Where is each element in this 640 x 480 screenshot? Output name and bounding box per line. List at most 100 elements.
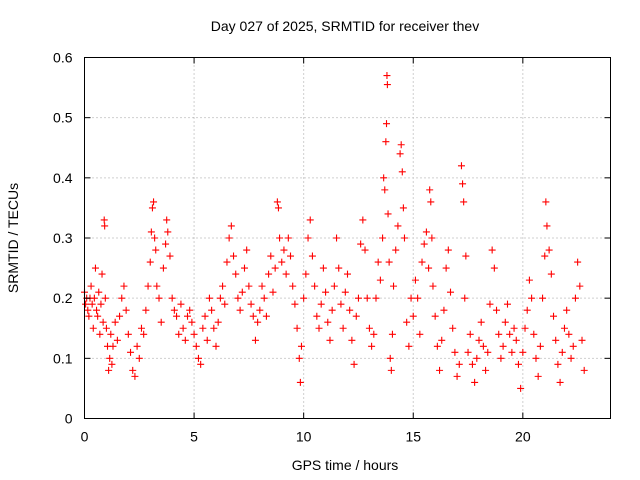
data-point <box>576 282 584 290</box>
data-point <box>346 306 354 314</box>
data-point <box>238 288 246 296</box>
data-point <box>563 306 571 314</box>
x-tick-label: 20 <box>515 429 531 445</box>
data-point <box>99 318 107 326</box>
data-point <box>192 342 200 350</box>
data-point <box>578 336 586 344</box>
data-point <box>84 306 92 314</box>
data-point <box>399 204 407 212</box>
data-point <box>319 264 327 272</box>
data-point <box>486 300 494 308</box>
data-point <box>142 306 150 314</box>
data-point <box>210 324 218 332</box>
data-point <box>464 348 472 356</box>
data-point <box>135 354 143 362</box>
data-point <box>436 366 444 374</box>
data-point <box>236 306 244 314</box>
axis-ticks <box>84 57 611 419</box>
chart-title: Day 027 of 2025, SRMTID for receiver the… <box>211 18 479 34</box>
data-point <box>341 288 349 296</box>
data-point <box>163 216 171 224</box>
data-point <box>565 330 573 338</box>
grid-lines <box>84 57 611 419</box>
data-point <box>381 186 389 194</box>
data-point <box>296 378 304 386</box>
data-point <box>560 324 568 332</box>
data-point <box>547 270 555 278</box>
data-point <box>462 252 470 260</box>
data-point <box>175 330 183 338</box>
data-point <box>85 312 93 320</box>
y-tick-label: 0.5 <box>53 110 73 126</box>
data-point <box>370 330 378 338</box>
data-point <box>197 360 205 368</box>
data-point <box>427 198 435 206</box>
data-point <box>361 246 369 254</box>
data-point <box>499 342 507 350</box>
data-point <box>335 264 343 272</box>
data-point <box>350 360 358 368</box>
data-point <box>455 360 463 368</box>
data-point <box>501 318 509 326</box>
data-point <box>240 264 248 272</box>
data-point <box>108 360 116 368</box>
data-point <box>153 282 161 290</box>
data-point <box>97 300 105 308</box>
y-tick-label: 0.6 <box>53 50 73 66</box>
data-point <box>251 336 259 344</box>
data-point <box>567 354 575 362</box>
data-point <box>205 294 213 302</box>
data-point <box>157 318 165 326</box>
data-point <box>313 312 321 320</box>
data-point <box>262 312 270 320</box>
data-point <box>127 348 135 356</box>
data-point <box>159 264 167 272</box>
data-point <box>519 348 527 356</box>
data-point <box>116 312 124 320</box>
data-point <box>146 258 154 266</box>
data-point <box>503 300 511 308</box>
data-point <box>530 330 538 338</box>
data-point <box>155 294 163 302</box>
data-point <box>311 282 319 290</box>
data-point <box>372 294 380 302</box>
data-point <box>280 246 288 254</box>
x-axis-label: GPS time / hours <box>292 457 399 473</box>
data-point <box>449 324 457 332</box>
data-point <box>550 312 558 320</box>
data-point <box>541 252 549 260</box>
data-point <box>243 246 251 254</box>
data-point <box>273 198 281 206</box>
data-point <box>420 240 428 248</box>
data-point <box>168 294 176 302</box>
data-point <box>380 174 388 182</box>
data-point <box>105 366 113 374</box>
data-point <box>98 270 106 278</box>
data-point <box>428 234 436 242</box>
data-point <box>306 216 314 224</box>
data-point <box>107 330 115 338</box>
data-point <box>333 234 341 242</box>
data-point <box>179 324 187 332</box>
data-point <box>113 336 121 344</box>
data-point <box>397 141 405 149</box>
data-point <box>554 360 562 368</box>
data-point <box>400 234 408 242</box>
data-point <box>304 234 312 242</box>
data-point <box>528 294 536 302</box>
x-tick-label: 5 <box>190 429 198 445</box>
data-point <box>352 312 360 320</box>
data-point <box>556 378 564 386</box>
data-point <box>124 330 132 338</box>
data-point <box>357 240 365 248</box>
data-point <box>382 138 390 146</box>
data-point <box>265 270 273 278</box>
data-point <box>232 270 240 278</box>
data-point <box>482 366 490 374</box>
data-point <box>82 300 90 308</box>
data-point <box>199 324 207 332</box>
data-point <box>368 342 376 350</box>
data-point <box>129 366 137 374</box>
data-point <box>453 372 461 380</box>
data-point <box>451 348 459 356</box>
